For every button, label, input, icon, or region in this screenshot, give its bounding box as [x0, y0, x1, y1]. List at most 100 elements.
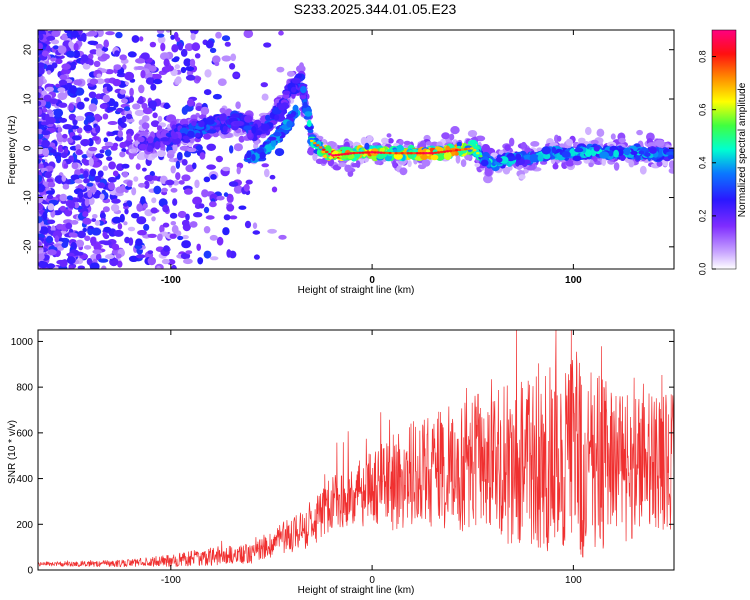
spectrogram-noise-blob — [209, 201, 217, 208]
spectrogram-noise-blob — [173, 56, 180, 61]
spectrogram-ridge-core — [370, 151, 374, 154]
spectrogram-noise-blob — [43, 94, 52, 102]
spectrogram-noise-blob — [46, 263, 56, 269]
spectrogram-noise-blob — [66, 256, 76, 265]
spectrogram-noise-blob — [68, 232, 78, 238]
spectrogram-ridge-blob — [195, 132, 201, 138]
snr-x-ticks: -100 0 100 — [161, 330, 582, 586]
spectrogram-ridge-core — [394, 152, 399, 155]
spectrogram-halo-blob — [628, 160, 635, 168]
spectrogram-noise-blob — [170, 187, 178, 193]
spectrogram-ridge-blob — [234, 120, 244, 127]
spectrogram-ridge-blob — [515, 153, 522, 161]
spectrogram-noise-blob — [177, 42, 184, 51]
spectrogram-noise-blob — [66, 50, 76, 58]
spectrogram-noise-blob — [68, 41, 74, 48]
spectrogram-noise-blob — [45, 235, 54, 244]
spectrogram-noise-blob — [189, 58, 196, 67]
spectrogram-noise-blob — [95, 48, 103, 57]
spectrogram-halo-blob — [128, 152, 135, 160]
spectrogram-noise-blob — [48, 199, 59, 204]
spectrogram-noise-blob — [55, 223, 64, 230]
spectrogram-halo-blob — [504, 144, 511, 151]
spectrogram-ridge-blob — [138, 143, 148, 150]
spectrogram-noise-blob — [229, 215, 238, 220]
spectrogram-ridge-core — [322, 148, 326, 151]
colorbar-tick-label: 0.0 — [697, 263, 707, 276]
spectrogram-noise-blob — [201, 189, 209, 198]
spectrogram-ridge-blob — [491, 158, 497, 167]
spectrogram-halo-blob — [172, 143, 178, 152]
spectrogram-noise-blob — [117, 260, 123, 268]
spectrogram-noise-blob — [58, 79, 68, 86]
spectrogram-ridge-blob — [260, 123, 270, 132]
spectrogram-noise-blob — [142, 107, 153, 115]
spectrogram-noise-blob — [252, 222, 258, 229]
spectrogram-noise-blob — [209, 47, 217, 54]
spectrogram-noise-blob — [124, 208, 129, 215]
spectrogram-ridge-blob — [666, 151, 674, 156]
spectrogram-noise-blob — [53, 108, 64, 118]
spectrogram-noise-blob — [74, 201, 80, 209]
spectrogram-noise-blob — [180, 252, 191, 260]
spectrogram-noise-blob — [243, 183, 250, 192]
spectrogram-y-tick-label: -20 — [23, 239, 34, 254]
spectrogram-ridge-core — [430, 152, 435, 155]
spectrogram-halo-blob — [450, 126, 460, 135]
spectrogram-ridge-blob — [496, 157, 503, 163]
spectrogram-noise-blob — [91, 136, 100, 141]
spectrogram-ridge-core — [454, 149, 459, 152]
spectrogram-noise-blob — [172, 198, 178, 206]
spectrogram-noise-blob — [66, 195, 74, 201]
spectrogram-halo-blob — [355, 160, 361, 168]
spectrogram-halo-blob — [425, 141, 433, 146]
spectrogram-ridge-blob — [300, 86, 307, 94]
spectrogram-noise-blob — [151, 197, 157, 204]
spectrogram-noise-blob — [93, 60, 101, 68]
spectrogram-ridge-blob — [160, 137, 170, 142]
spectrogram-noise-blob — [147, 256, 156, 266]
spectrogram-ridge-blob — [467, 140, 478, 146]
spectrogram-y-tick-label: -10 — [23, 190, 34, 205]
spectrogram-noise-blob — [159, 224, 165, 234]
spectrogram-noise-blob — [142, 203, 148, 209]
spectrogram-noise-blob — [94, 175, 102, 183]
spectrogram-noise-blob — [142, 167, 147, 172]
spectrogram-noise-blob — [274, 148, 285, 157]
spectrogram-noise-blob — [74, 179, 83, 184]
spectrogram-ridge-blob — [364, 142, 370, 150]
spectrogram-noise-blob — [228, 181, 239, 187]
spectrogram-noise-blob — [127, 51, 137, 58]
spectrogram-noise-blob — [140, 52, 150, 60]
spectrogram-noise-blob — [177, 235, 184, 241]
spectrogram-noise-blob — [152, 73, 162, 80]
spectrogram-halo-blob — [366, 135, 373, 142]
spectrogram-noise-blob — [278, 234, 287, 240]
spectrogram-ridge-blob — [529, 153, 539, 163]
snr-x-tick-label: 100 — [565, 575, 582, 586]
spectrogram-noise-blob — [45, 86, 54, 92]
spectrogram-halo-blob — [530, 141, 540, 147]
spectrogram-noise-blob — [38, 62, 45, 69]
spectrogram-noise-blob — [203, 250, 212, 259]
spectrogram-halo-blob — [151, 153, 158, 158]
spectrogram-noise-blob — [73, 79, 83, 86]
spectrogram-noise-blob — [38, 108, 43, 116]
spectrogram-ridge-core — [436, 151, 441, 154]
spectrogram-noise-blob — [46, 109, 53, 115]
spectrogram-halo-blob — [668, 167, 674, 174]
spectrogram-noise-blob — [142, 115, 150, 122]
spectrogram-x-tick-label: 0 — [369, 275, 375, 286]
spectrogram-noise-blob — [75, 149, 83, 156]
spectrogram-noise-blob — [99, 103, 108, 109]
spectrogram-branch-blob — [286, 113, 296, 118]
spectrogram-noise-blob — [59, 205, 66, 211]
spectrogram-noise-blob — [95, 153, 104, 159]
spectrogram-halo-blob — [387, 138, 394, 144]
spectrogram-noise-blob — [128, 255, 139, 262]
spectrogram-noise-blob — [127, 226, 136, 232]
spectrogram-halo-blob — [590, 139, 599, 145]
spectrogram-noise-blob — [92, 249, 102, 255]
spectrogram-noise-blob — [126, 118, 135, 123]
spectrogram-ridge-core — [361, 151, 365, 154]
